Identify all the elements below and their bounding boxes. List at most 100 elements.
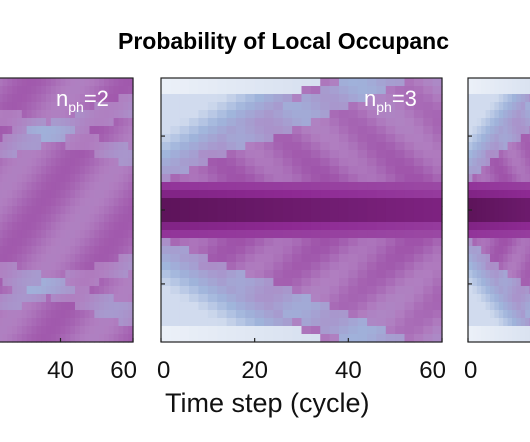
heatmap-cell bbox=[485, 286, 491, 295]
heatmap-cell bbox=[320, 78, 331, 87]
heatmap-cell bbox=[7, 166, 13, 175]
heatmap-cell bbox=[498, 150, 504, 159]
heatmap-cell bbox=[31, 94, 37, 103]
heatmap-cell bbox=[329, 334, 340, 343]
heatmap-cell bbox=[89, 190, 95, 199]
heatmap-cell bbox=[404, 270, 415, 279]
heatmap-cell bbox=[292, 206, 303, 215]
heatmap-cell bbox=[70, 198, 76, 207]
heatmap-cell bbox=[128, 238, 134, 247]
heatmap-cell bbox=[31, 326, 37, 335]
heatmap-cell bbox=[84, 262, 91, 271]
heatmap-cell bbox=[179, 158, 190, 167]
heatmap-cell bbox=[468, 318, 473, 327]
heatmap-cell bbox=[367, 246, 378, 255]
heatmap-cell bbox=[189, 166, 200, 175]
heatmap-cell bbox=[189, 110, 200, 119]
heatmap-cell bbox=[161, 326, 171, 335]
heatmap-cell bbox=[60, 238, 66, 247]
heatmap-cell bbox=[472, 150, 478, 159]
heatmap-cell bbox=[432, 334, 443, 343]
heatmap-cell bbox=[89, 142, 95, 151]
heatmap-cell bbox=[198, 166, 209, 175]
heatmap-cell bbox=[123, 182, 129, 191]
heatmap-cell bbox=[89, 318, 95, 327]
heatmap-cell bbox=[217, 334, 228, 343]
heatmap-cell bbox=[198, 286, 209, 295]
heatmap-cell bbox=[503, 334, 509, 343]
heatmap-cell bbox=[235, 102, 246, 111]
heatmap-cell bbox=[161, 150, 171, 159]
heatmap-cell bbox=[198, 150, 209, 159]
heatmap-cell bbox=[55, 142, 62, 151]
heatmap-cell bbox=[494, 118, 500, 127]
heatmap-cell bbox=[472, 190, 478, 199]
heatmap-cell bbox=[292, 86, 303, 95]
heatmap-cell bbox=[128, 278, 134, 287]
heatmap-cell bbox=[282, 326, 293, 335]
heatmap-cell bbox=[520, 78, 526, 87]
heatmap-cell bbox=[104, 118, 110, 127]
heatmap-cell bbox=[99, 118, 105, 127]
heatmap-cell bbox=[254, 334, 265, 343]
heatmap-cell bbox=[282, 270, 293, 279]
heatmap-cell bbox=[329, 126, 340, 135]
heatmap-cell bbox=[113, 302, 120, 311]
heatmap-cell bbox=[89, 126, 95, 135]
heatmap-cell bbox=[413, 262, 424, 271]
heatmap-cell bbox=[75, 78, 81, 87]
heatmap-cell bbox=[516, 118, 522, 127]
heatmap-cell bbox=[108, 78, 115, 87]
heatmap-cell bbox=[17, 182, 23, 191]
heatmap-cell bbox=[520, 214, 526, 223]
heatmap-cell bbox=[357, 246, 368, 255]
heatmap-cell bbox=[207, 174, 218, 183]
heatmap-cell bbox=[329, 206, 340, 215]
heatmap-cell bbox=[254, 134, 265, 143]
heatmap-cell bbox=[7, 246, 13, 255]
heatmap-cell bbox=[432, 166, 443, 175]
heatmap-cell bbox=[55, 286, 62, 295]
heatmap-cell bbox=[423, 166, 434, 175]
heatmap-cell bbox=[301, 334, 312, 343]
heatmap-cell bbox=[65, 86, 71, 95]
heatmap-cell bbox=[235, 334, 246, 343]
heatmap-cell bbox=[338, 270, 349, 279]
heatmap-cell bbox=[123, 198, 129, 207]
heatmap-cell bbox=[75, 198, 81, 207]
heatmap-cell bbox=[36, 134, 42, 143]
heatmap-cell bbox=[84, 190, 91, 199]
heatmap-cell bbox=[79, 302, 86, 311]
heatmap-cell bbox=[41, 190, 47, 199]
heatmap-cell bbox=[481, 206, 487, 215]
heatmap-cell bbox=[17, 206, 23, 215]
heatmap-cell bbox=[207, 158, 218, 167]
heatmap-cell bbox=[385, 174, 396, 183]
chart-title: Probability of Local Occupanc bbox=[118, 28, 450, 54]
heatmap-cell bbox=[468, 190, 473, 199]
heatmap-cell bbox=[99, 214, 105, 223]
heatmap-cell bbox=[113, 78, 120, 87]
heatmap-cell bbox=[472, 142, 478, 151]
heatmap-cell bbox=[26, 118, 33, 127]
heatmap-cell bbox=[170, 262, 181, 271]
heatmap-cell bbox=[55, 318, 62, 327]
heatmap-cell bbox=[0, 214, 4, 223]
heatmap-cell bbox=[12, 166, 18, 175]
heatmap-cell bbox=[516, 158, 522, 167]
heatmap-cell bbox=[525, 94, 530, 103]
heatmap-cell bbox=[404, 126, 415, 135]
heatmap-cell bbox=[75, 326, 81, 335]
heatmap-cell bbox=[0, 262, 4, 271]
heatmap-cell bbox=[404, 118, 415, 127]
heatmap-cell bbox=[423, 326, 434, 335]
heatmap-cell bbox=[17, 174, 23, 183]
heatmap-cell bbox=[104, 278, 110, 287]
heatmap-cell bbox=[320, 254, 331, 263]
heatmap-cell bbox=[476, 86, 482, 95]
heatmap-cell bbox=[50, 278, 57, 287]
heatmap-cell bbox=[217, 190, 228, 199]
heatmap-cell bbox=[189, 78, 200, 87]
heatmap-cell bbox=[292, 254, 303, 263]
heatmap-cell bbox=[498, 110, 504, 119]
